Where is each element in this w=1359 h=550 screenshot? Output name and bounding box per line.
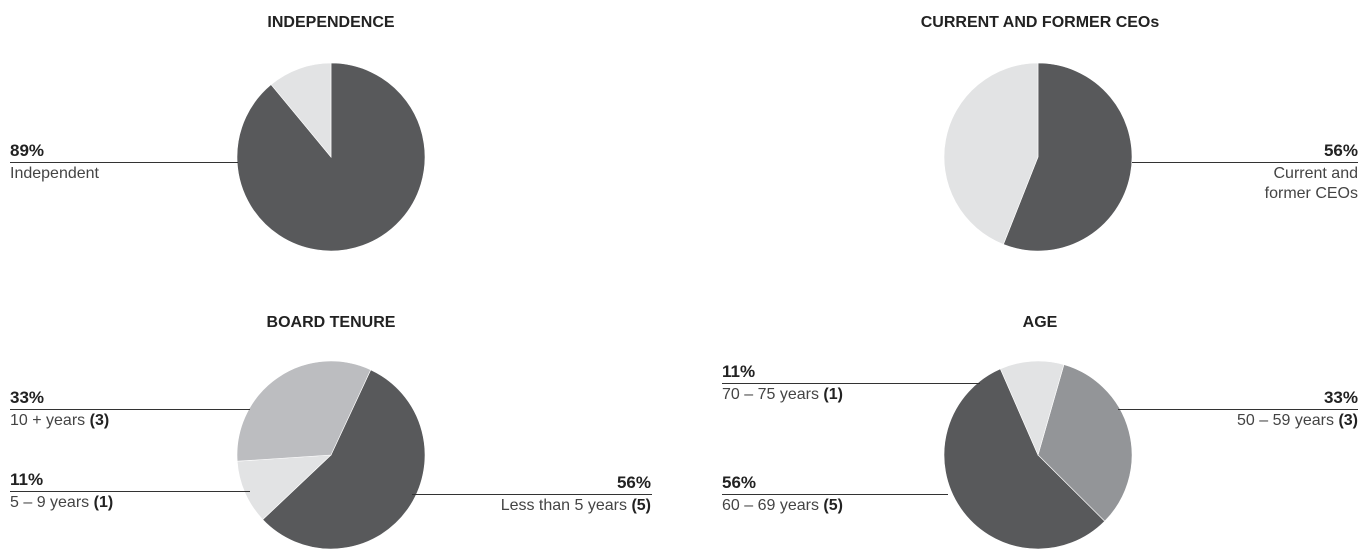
age-50to59-count: (3) [1338,412,1358,429]
pie-slice-50-59-years [1037,364,1133,522]
age-60to69-count: (5) [823,497,843,514]
pie-slice-slice-1 [943,62,1039,245]
tenure-10plus-leader-line [10,409,250,410]
pie-slice-5-9-years [236,454,332,521]
independence-label: 89% Independent [10,141,99,184]
tenure-5to9-desc: 5 – 9 years (1) [10,494,114,511]
ceos-title: CURRENT AND FORMER CEOs [920,14,1160,31]
tenure-5to9-leader-line [10,491,250,492]
tenure-lt5-count: (5) [631,497,651,514]
tenure-5to9-percent: 11% [10,470,44,489]
pie-slice-less-than-5-years [262,369,426,550]
tenure-10plus-percent: 33% [10,388,45,407]
independence-desc: Independent [10,165,99,182]
age-50to59-label: 33% 50 – 59 years (3) [1237,388,1358,431]
pie-slice-70-75-years [999,360,1065,456]
board-tenure-pie [236,360,426,550]
pie-slice-slice-1 [270,62,332,158]
age-50to59-percent: 33% [1323,388,1358,407]
age-70to75-percent: 11% [722,362,756,381]
tenure-lt5-desc: Less than 5 years (5) [500,497,651,514]
ceos-pie [943,62,1133,252]
ceos-desc-line-1: Current and [1273,165,1359,182]
independence-pie [236,62,426,252]
tenure-lt5-label: 56% Less than 5 years (5) [501,473,651,516]
age-60to69-leader-line [722,494,948,495]
age-50to59-desc: 50 – 59 years (3) [1237,412,1358,429]
age-title: AGE [1022,314,1058,331]
tenure-10plus-desc: 10 + years (3) [10,412,110,429]
ceos-percent: 56% [1323,141,1358,160]
pie-slice-10-years [236,360,372,462]
tenure-10plus-label: 33% 10 + years (3) [10,388,109,431]
age-60to69-label: 56% 60 – 69 years (5) [722,473,843,516]
age-60to69-desc: 60 – 69 years (5) [722,497,843,514]
age-pie [943,360,1133,550]
age-60to69-percent: 56% [722,473,757,492]
age-70to75-desc: 70 – 75 years (1) [722,386,843,403]
independence-leader-line [10,162,238,163]
tenure-5to9-label: 11% 5 – 9 years (1) [10,470,113,513]
tenure-5to9-count: (1) [93,494,114,511]
tenure-lt5-leader-line [412,494,652,495]
tenure-lt5-percent: 56% [616,473,651,492]
independence-title: INDEPENDENCE [267,14,395,31]
pie-slice-current-and-former-ceos [1003,62,1133,252]
ceos-leader-line [1132,162,1358,163]
age-70to75-label: 11% 70 – 75 years (1) [722,362,843,405]
age-50to59-leader-line [1118,409,1358,410]
ceos-desc-line-2: former CEOs [1264,185,1358,202]
age-70to75-count: (1) [823,386,843,403]
ceos-label: 56% Current and former CEOs [1265,141,1358,204]
independence-percent: 89% [10,141,45,160]
age-70to75-leader-line [722,383,980,384]
board-tenure-title: BOARD TENURE [266,314,396,331]
tenure-10plus-count: (3) [89,412,110,429]
